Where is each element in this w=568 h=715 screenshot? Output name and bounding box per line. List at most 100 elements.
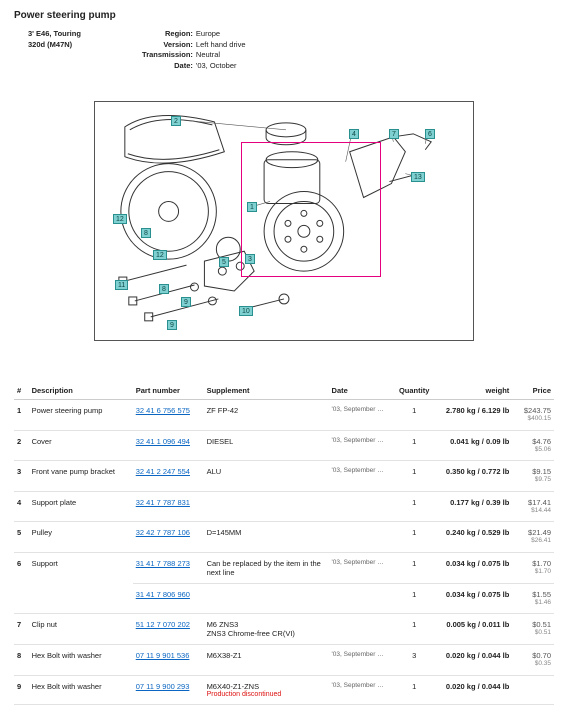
diagram-callout[interactable]: 8 [159,284,169,294]
cell-desc: Support plate [29,491,133,522]
meta-right: Region:Europe Version:Left hand drive Tr… [141,29,246,71]
cell-date: '03, September … [329,400,396,431]
diagram-callout[interactable]: 1 [247,202,257,212]
cell-desc: Hex Bolt with washer [29,645,133,676]
table-row: 1Power steering pump32 41 6 756 575ZF FP… [14,400,554,431]
cell-date [329,522,396,553]
part-number-link[interactable]: 31 41 7 788 273 [136,559,190,568]
discontinued-label: Production discontinued [207,691,326,698]
diagram-callout[interactable]: 6 [425,129,435,139]
cell-date [329,491,396,522]
th-desc[interactable]: Description [29,381,133,400]
cell-price: $1.55$1.46 [512,583,554,614]
cell-part-number: 32 42 7 787 106 [133,522,204,553]
diagram-callout[interactable]: 9 [167,320,177,330]
cell-qty: 1 [395,491,433,522]
cell-price: $4.76$5.06 [512,430,554,461]
cell-qty: 1 [395,614,433,645]
th-pn[interactable]: Part number [133,381,204,400]
cell-part-number: 32 41 1 096 494 [133,430,204,461]
diagram-callout[interactable]: 5 [219,257,229,267]
table-row: 8Hex Bolt with washer07 11 9 901 536M6X3… [14,645,554,676]
cell-weight: 0.034 kg / 0.075 lb [433,552,512,583]
part-number-link[interactable]: 51 12 7 070 202 [136,620,190,629]
cell-date: '03, September … [329,461,396,492]
diagram-callout[interactable]: 11 [115,280,128,290]
cell-qty: 3 [395,645,433,676]
parts-tbody: 1Power steering pump32 41 6 756 575ZF FP… [14,400,554,705]
table-row: 6Support31 41 7 788 273Can be replaced b… [14,552,554,583]
cell-supplement: ZF FP-42 [204,400,329,431]
cell-price: $21.49$26.41 [512,522,554,553]
diagram-callout[interactable]: 7 [389,129,399,139]
th-weight[interactable]: weight [433,381,512,400]
cell-qty: 1 [395,461,433,492]
table-row: 3Front vane pump bracket32 41 2 247 554A… [14,461,554,492]
part-number-link[interactable]: 31 41 7 806 960 [136,590,190,599]
part-number-link[interactable]: 07 11 9 901 536 [136,651,190,660]
part-number-link[interactable]: 32 42 7 787 106 [136,528,190,537]
diagram-callout[interactable]: 2 [171,116,181,126]
cell-weight: 0.350 kg / 0.772 lb [433,461,512,492]
cell-price: $0.70$0.35 [512,645,554,676]
diagram-callout[interactable]: 9 [181,297,191,307]
cell-desc: Pulley [29,522,133,553]
exploded-diagram: 2 4 7 6 13 1 12 8 12 5 3 11 8 9 10 9 [94,101,474,341]
cell-weight: 0.240 kg / 0.529 lb [433,522,512,553]
part-number-link[interactable]: 32 41 2 247 554 [136,467,190,476]
cell-price: $0.51$0.51 [512,614,554,645]
diagram-callout[interactable]: 13 [411,172,425,182]
cell-desc: Power steering pump [29,400,133,431]
cell-num: 2 [14,430,29,461]
cell-date: '03, September … [329,552,396,583]
cell-weight: 2.780 kg / 6.129 lb [433,400,512,431]
th-qty[interactable]: Quantity [395,381,433,400]
diagram-svg [95,102,473,341]
th-price[interactable]: Price [512,381,554,400]
cell-part-number: 32 41 6 756 575 [133,400,204,431]
cell-supplement: M6 ZNS3 ZNS3 Chrome-free CR(VI) [204,614,329,645]
cell-weight: 0.005 kg / 0.011 lb [433,614,512,645]
cell-date: '03, September … [329,645,396,676]
th-num[interactable]: # [14,381,29,400]
cell-price: $243.75$400.15 [512,400,554,431]
cell-part-number: 51 12 7 070 202 [133,614,204,645]
diagram-callout[interactable]: 8 [141,228,151,238]
th-date[interactable]: Date [329,381,396,400]
cell-part-number: 31 41 7 788 273 [133,552,204,583]
cell-part-number: 32 41 7 787 831 [133,491,204,522]
cell-supplement [204,583,329,614]
part-number-link[interactable]: 32 41 6 756 575 [136,406,190,415]
cell-num: 1 [14,400,29,431]
cell-date [329,614,396,645]
cell-qty: 1 [395,522,433,553]
diagram-callout[interactable]: 4 [349,129,359,139]
table-row: 4Support plate32 41 7 787 83110.177 kg /… [14,491,554,522]
cell-supplement: Can be replaced by the item in the next … [204,552,329,583]
cell-qty: 1 [395,400,433,431]
part-number-link[interactable]: 32 41 7 787 831 [136,498,190,507]
diagram-callout[interactable]: 12 [153,250,167,260]
part-number-link[interactable]: 07 11 9 900 293 [136,682,190,691]
th-supp[interactable]: Supplement [204,381,329,400]
part-number-link[interactable]: 32 41 1 096 494 [136,437,190,446]
diagram-callout[interactable]: 10 [239,306,253,316]
cell-supplement: M6X38-Z1 [204,645,329,676]
cell-weight: 0.020 kg / 0.044 lb [433,645,512,676]
cell-part-number: 07 11 9 901 536 [133,645,204,676]
diagram-callout[interactable]: 12 [113,214,127,224]
cell-num: 7 [14,614,29,645]
cell-price: $1.70$1.70 [512,552,554,583]
cell-desc: Cover [29,430,133,461]
parts-table: # Description Part number Supplement Dat… [14,381,554,705]
diagram-callout[interactable]: 3 [245,254,255,264]
cell-weight: 0.041 kg / 0.09 lb [433,430,512,461]
cell-qty: 1 [395,583,433,614]
meta-left: 3' E46, Touring 320d (M47N) [28,29,81,71]
cell-price: $17.41$14.44 [512,491,554,522]
cell-num: 3 [14,461,29,492]
cell-desc: Clip nut [29,614,133,645]
cell-supplement [204,491,329,522]
cell-desc: Front vane pump bracket [29,461,133,492]
cell-num: 6 [14,552,29,614]
